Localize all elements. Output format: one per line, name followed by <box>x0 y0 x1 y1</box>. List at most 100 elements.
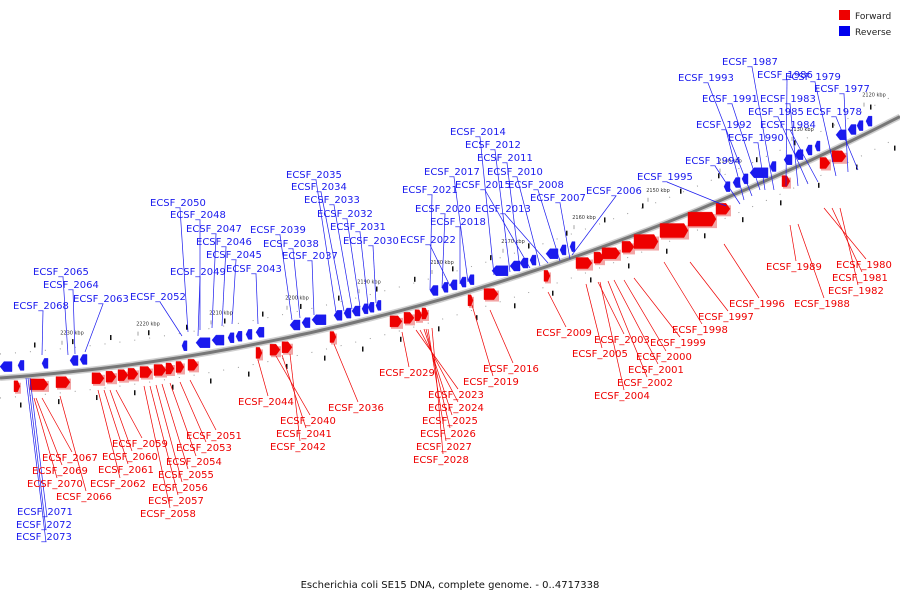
reverse-gene-label: ECSF_1984 <box>760 120 816 131</box>
reverse-leader-line <box>441 213 446 289</box>
forward-gene-arrow <box>389 315 403 328</box>
inner-dotted-track <box>0 136 900 399</box>
legend-reverse-swatch <box>839 26 850 36</box>
track-marker <box>414 276 416 282</box>
reverse-gene-label: ECSF_2045 <box>206 250 262 261</box>
reverse-gene-arrow <box>245 329 253 340</box>
track-marker <box>590 277 592 283</box>
forward-gene-arrow <box>127 368 139 380</box>
forward-leader-line <box>103 389 129 465</box>
reverse-gene-arrow <box>814 140 821 152</box>
track-marker <box>96 395 98 401</box>
reverse-leader-line <box>731 103 761 191</box>
reverse-gene-label: ECSF_2020 <box>415 204 471 215</box>
forward-gene-arrow <box>543 270 551 282</box>
reverse-gene-label: ECSF_2011 <box>477 153 533 164</box>
track-marker <box>604 217 606 223</box>
forward-leader-line <box>401 331 410 368</box>
reverse-leader-line <box>484 189 531 269</box>
reverse-gene-arrow <box>491 265 509 276</box>
forward-gene-label: ECSF_2056 <box>152 483 208 494</box>
reverse-gene-label: ECSF_1994 <box>685 156 741 167</box>
reverse-leader-line <box>751 66 775 191</box>
reverse-gene-arrow <box>211 334 225 346</box>
forward-gene-label: ECSF_2066 <box>56 492 112 503</box>
forward-leader-line <box>149 385 179 496</box>
reverse-gene-arrow <box>559 244 567 256</box>
reverse-leader-line <box>785 79 788 187</box>
reverse-gene-arrow <box>835 129 847 141</box>
forward-leader-line <box>143 385 171 509</box>
tick-label: 2220 kbp <box>136 322 160 328</box>
forward-gene-arrow <box>165 362 175 375</box>
track-marker <box>338 295 340 301</box>
genome-caption: Escherichia coli SE15 DNA, complete geno… <box>301 580 600 591</box>
forward-leader-line <box>839 207 859 286</box>
track-marker <box>438 326 440 332</box>
forward-gene-label: ECSF_2061 <box>98 465 154 476</box>
reverse-gene-arrow <box>311 314 327 325</box>
forward-gene-arrow <box>269 344 281 356</box>
reverse-leader-line <box>707 82 753 197</box>
forward-gene-arrow <box>621 241 635 253</box>
track-marker <box>894 145 896 151</box>
reverse-leader-line <box>41 310 44 356</box>
reverse-gene-label: ECSF_2065 <box>33 267 89 278</box>
reverse-gene-arrow <box>529 254 537 266</box>
forward-gene-label: ECSF_2058 <box>140 509 196 520</box>
reverse-leader-line <box>504 213 549 264</box>
reverse-gene-arrow <box>361 303 369 315</box>
forward-gene-arrow <box>483 288 499 300</box>
forward-leader-line <box>431 327 444 455</box>
reverse-gene-arrow <box>769 161 777 172</box>
track-marker <box>528 243 530 249</box>
reverse-leader-line <box>725 129 745 201</box>
reverse-gene-arrow <box>805 144 813 156</box>
forward-leader-line <box>419 329 459 403</box>
forward-leader-line <box>161 383 189 470</box>
reverse-leader-line <box>835 116 859 171</box>
reverse-gene-label: ECSF_1985 <box>748 107 804 118</box>
reverse-gene-label: ECSF_2017 <box>424 167 480 178</box>
reverse-gene-label: ECSF_1995 <box>637 172 693 183</box>
tick-label: 2190 kbp <box>357 279 381 285</box>
reverse-leader-line <box>292 248 301 319</box>
reverse-gene-label: ECSF_2037 <box>282 251 338 262</box>
reverse-leader-line <box>25 377 47 543</box>
reverse-gene-label: ECSF_2014 <box>450 127 506 138</box>
kbp-ticks: 2230 kbp 2220 kbp 2210 kbp 2200 kbp 2190 kbp… <box>60 93 886 345</box>
track-marker <box>186 324 188 330</box>
forward-leader-line <box>289 353 301 442</box>
reverse-gene-label: ECSF_2071 <box>17 507 73 518</box>
forward-gene-arrow <box>831 150 847 163</box>
reverse-leader-line <box>27 377 47 531</box>
forward-leader-line <box>607 280 648 378</box>
forward-leader-line <box>623 279 667 352</box>
reverse-gene-label: ECSF_1990 <box>728 133 784 144</box>
reverse-gene-label: ECSF_2052 <box>130 292 186 303</box>
reverse-leader-line <box>279 234 293 321</box>
reverse-leader-line <box>346 218 361 308</box>
reverse-gene-label: ECSF_2048 <box>170 210 226 221</box>
forward-gene-label: ECSF_1998 <box>672 325 728 336</box>
forward-gene-arrow <box>575 257 593 269</box>
reverse-gene-arrow <box>17 360 25 371</box>
forward-leader-line <box>723 243 760 299</box>
reverse-gene-label: ECSF_1993 <box>678 73 734 84</box>
track-marker <box>490 255 492 261</box>
reverse-gene-arrow <box>181 340 188 351</box>
legend-forward-label: Forward <box>855 12 891 22</box>
reverse-gene-arrow <box>723 181 731 192</box>
reverse-gene-label: ECSF_1987 <box>722 57 778 68</box>
track-marker <box>224 318 226 324</box>
reverse-leader-line <box>516 176 541 267</box>
track-marker <box>376 286 378 292</box>
forward-gene-arrow <box>175 361 185 373</box>
reverse-leader-line <box>231 259 237 325</box>
forward-gene-arrow <box>91 372 105 384</box>
reverse-leader-line <box>179 207 189 333</box>
reverse-leader-line <box>714 165 741 205</box>
reverse-gene-arrow <box>0 361 13 372</box>
reverse-gene-label: ECSF_2039 <box>250 225 306 236</box>
